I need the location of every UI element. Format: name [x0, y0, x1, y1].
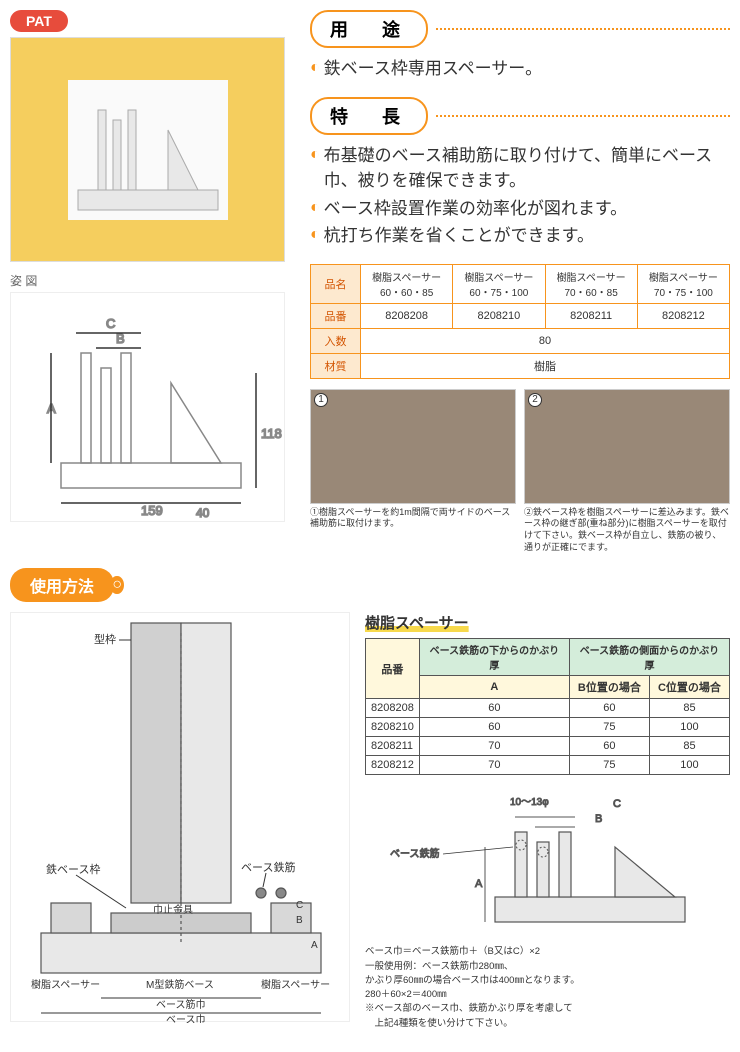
svg-text:B: B: [296, 915, 303, 926]
svg-text:ベース筋巾: ベース筋巾: [156, 998, 206, 1011]
spacer-detail-diagram: C B A 10～13φ ベース鉄筋: [365, 787, 730, 937]
svg-text:巾止金具: 巾止金具: [153, 903, 193, 916]
dim-section-title: 樹脂スペーサー: [365, 612, 730, 633]
usage-heading: 用 途: [310, 10, 428, 48]
svg-text:型枠: 型枠: [94, 632, 116, 646]
photo-caption-2: ②鉄ベース枠を樹脂スペーサーに差込みます。鉄ベース枠の継ぎ部(重ね部分)に樹脂ス…: [524, 507, 730, 554]
svg-text:鉄ベース枠: 鉄ベース枠: [46, 862, 100, 876]
dimension-table: 品番 ベース鉄筋の下からのかぶり厚 ベース鉄筋の側面からのかぶり厚 A B位置の…: [365, 638, 730, 775]
svg-text:ベース鉄筋: ベース鉄筋: [390, 847, 440, 860]
svg-text:樹脂スペーサー: 樹脂スペーサー: [261, 978, 330, 991]
diagram-label: 姿 図: [10, 272, 300, 289]
method-heading: 使用方法: [10, 568, 114, 602]
svg-text:B: B: [595, 813, 602, 825]
calculation-notes: ベース巾＝ベース鉄筋巾＋（B又はC）×2一般使用例：ベース鉄筋巾280㎜、かぶり…: [365, 945, 730, 1031]
dimension-diagram: 159 118 A B C 40: [10, 292, 285, 522]
svg-text:樹脂スペーサー: 樹脂スペーサー: [31, 978, 100, 991]
svg-text:A: A: [311, 940, 318, 951]
svg-text:118: 118: [261, 426, 282, 441]
feature-item: ◐杭打ち作業を省くことができます。: [310, 223, 730, 249]
svg-text:159: 159: [141, 503, 163, 518]
svg-text:ベース鉄筋: ベース鉄筋: [241, 860, 295, 874]
svg-text:C: C: [296, 900, 303, 911]
svg-text:10～13φ: 10～13φ: [510, 797, 549, 808]
product-photo: [10, 37, 285, 262]
usage-text: ◐ 鉄ベース枠専用スペーサー。: [310, 56, 730, 82]
svg-text:M型鉄筋ベース: M型鉄筋ベース: [146, 978, 214, 991]
usage-cross-section: 型枠 鉄ベース枠 巾止金具 ベース鉄筋 樹脂スペーサー 樹脂スペーサー M型鉄筋…: [10, 612, 350, 1022]
svg-text:40: 40: [196, 506, 210, 520]
svg-text:C: C: [106, 316, 115, 331]
svg-text:C: C: [613, 798, 621, 810]
install-photo-2: 2: [524, 389, 730, 504]
feature-heading: 特 長: [310, 97, 428, 135]
install-photo-1: 1: [310, 389, 516, 504]
svg-text:ベース巾: ベース巾: [166, 1013, 206, 1023]
photo-caption-1: ①樹脂スペーサーを約1m間隔で両サイドのベース補助筋に取付けます。: [310, 507, 516, 530]
feature-item: ◐布基礎のベース補助筋に取り付けて、簡単にベース巾、被りを確保できます。: [310, 143, 730, 194]
svg-text:A: A: [475, 878, 483, 890]
spec-table: 品名 樹脂スペーサー 60・60・85 樹脂スペーサー 60・75・100 樹脂…: [310, 264, 730, 379]
feature-item: ◐ベース枠設置作業の効率化が図れます。: [310, 196, 730, 222]
pat-badge: PAT: [10, 10, 68, 32]
